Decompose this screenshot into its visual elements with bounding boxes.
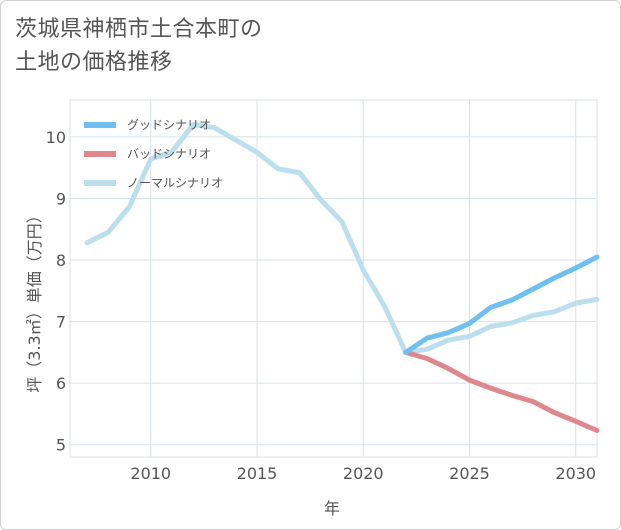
x-tick-label: 2015 [237, 464, 278, 483]
x-tick-label: 2020 [343, 464, 384, 483]
series-line-1 [403, 349, 600, 433]
y-tick-label: 10 [46, 128, 66, 147]
x-tick-label: 2025 [449, 464, 490, 483]
title-line-2: 土地の価格推移 [15, 50, 173, 75]
x-axis-label: 年 [324, 499, 340, 518]
chart-title: 茨城県神栖市土合本町の 土地の価格推移 [15, 13, 263, 79]
series-line-2 [84, 122, 600, 355]
legend-label: ノーマルシナリオ [127, 176, 223, 190]
legend-label: グッドシナリオ [127, 118, 211, 132]
plot-area-border [69, 99, 598, 458]
series-lines [84, 122, 600, 433]
title-line-1: 茨城県神栖市土合本町の [15, 17, 263, 42]
x-tick-label: 2030 [555, 464, 596, 483]
grid-lines [69, 99, 598, 458]
y-tick-label: 7 [56, 313, 66, 332]
legend-label: バッドシナリオ [127, 147, 211, 161]
y-tick-label: 8 [56, 251, 66, 270]
y-tick-label: 9 [56, 189, 66, 208]
y-tick-label: 5 [56, 436, 66, 455]
y-axis-label: 坪（3.3㎡）単価（万円） [25, 207, 44, 392]
x-tick-label: 2010 [130, 464, 171, 483]
y-tick-label: 6 [56, 374, 66, 393]
series-line-0 [403, 254, 600, 355]
axis-ticks: 5 6 7 8 9 10 2010 2015 2020 2025 2030 [46, 128, 596, 483]
